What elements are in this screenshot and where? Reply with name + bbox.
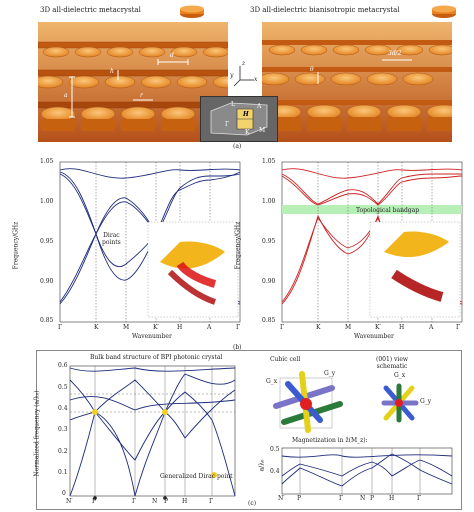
bpi-xtick-0: N′	[66, 498, 73, 505]
bz-M-label: M	[259, 127, 266, 134]
dim-label-h: h	[110, 68, 114, 75]
bz-H-label: H	[243, 111, 249, 118]
mag-xtick-6: Γ	[417, 495, 422, 502]
left-xtick-1: K	[94, 324, 99, 331]
right-metacrystal-title: 3D all-dielectric bianisotropic metacrys…	[250, 6, 400, 14]
axis-z-label: z	[242, 60, 246, 67]
view-schematic-diagram: G_x G_y	[374, 372, 444, 428]
right-xlabel: Wavenumber	[354, 333, 394, 340]
left-metacrystal-title: 3D all-dielectric metacrystal	[40, 6, 141, 14]
left-ytick-4: 0.85	[40, 317, 54, 324]
right-xtick-0: Γ	[280, 324, 285, 331]
mag-ytick-1: 0.4	[270, 468, 280, 475]
left-xlabel: Wavenumber	[132, 333, 172, 340]
left-xtick-0: Γ	[58, 324, 63, 331]
bz-gamma-label: Γ	[225, 121, 230, 128]
left-disk-icon	[178, 4, 206, 18]
left-xtick-6: Γ	[236, 324, 241, 331]
right-xtick-5: A	[429, 324, 434, 331]
right-ytick-2: 0.95	[262, 238, 276, 245]
dirac-annotation: Dirac points	[102, 232, 121, 246]
mag-xtick-5: H	[389, 495, 395, 502]
bz-A-label: A	[257, 103, 262, 110]
right-xtick-2: M	[345, 324, 352, 331]
mag-xtick-4: P	[370, 495, 375, 502]
bpi-ytick-0: 0.6	[58, 362, 68, 369]
right-ytick-4: 0.85	[262, 317, 276, 324]
left-ytick-2: 0.95	[40, 238, 54, 245]
right-xtick-4: H	[399, 324, 405, 331]
band-plot-right: Frequency/GHz 1.05 1.00 0.95 0.90 0.85 Γ…	[234, 152, 469, 342]
bpi-xtick-5: H	[182, 498, 188, 505]
brillouin-zone-inset: L A H Γ K M	[200, 96, 278, 142]
band-plot-left: Frequency/GHz 1.05 1.00 0.95 0.90 0.85 Γ…	[12, 152, 245, 342]
bpi-xtick-6: Γ	[209, 498, 214, 505]
dirac-legend: Generalized Dirac point	[160, 473, 233, 480]
mag-xtick-2: Γ	[339, 495, 344, 502]
mag-xtick-3: N	[360, 495, 366, 502]
magnetization-label: Magnetization in ẑ(M_z):	[292, 437, 368, 444]
magnetization-band-plot: a/λ₀ 0.5 0.4 N′ P Γ N P H Γ	[258, 446, 456, 506]
panel-b-label: (b)	[233, 344, 242, 351]
left-xtick-2: M	[123, 324, 130, 331]
left-ytick-3: 0.90	[40, 278, 54, 285]
bpi-band-plot: Normalized frequency (a/λ₀) 0.6 0.5 0.4 …	[34, 360, 240, 508]
bz-K-label: K	[245, 129, 250, 136]
cube-gx: G_x	[266, 378, 278, 385]
dim-label-r: r	[140, 92, 143, 99]
right-xtick-1: K	[316, 324, 321, 331]
left-ylabel: Frequency/GHz	[12, 221, 20, 270]
bpi-ytick-2: 0.4	[58, 405, 68, 412]
view-gx: G_x	[394, 372, 406, 379]
cubic-cell-label: Cubic cell	[270, 356, 301, 363]
view-gy: G_y	[420, 398, 432, 405]
bpi-ytick-1: 0.5	[58, 384, 68, 391]
bpi-xtick-1: P	[92, 498, 97, 505]
bpi-ytick-4: 0.2	[58, 448, 68, 455]
left-xtick-5: A	[207, 324, 212, 331]
bandgap-label: Topological bandgap	[356, 207, 420, 214]
cubic-cell-diagram: G_x G_y	[262, 364, 352, 436]
bz-L-label: L	[231, 101, 235, 108]
right-xtick-3: K′	[375, 324, 381, 331]
dim-label-3d2: 3d/2	[388, 50, 402, 57]
right-ytick-1: 1.00	[262, 198, 276, 205]
dim-label-a: a	[64, 92, 68, 99]
bpi-ytick-6: 0	[62, 490, 66, 497]
right-xtick-6: Γ	[456, 324, 461, 331]
bpi-ylabel: Normalized frequency (a/λ₀)	[33, 390, 41, 477]
bpi-xtick-2: Γ	[132, 498, 137, 505]
panel-a-label: (a)	[233, 143, 242, 150]
right-ylabel: Frequency/GHz	[234, 221, 242, 270]
bpi-xtick-3: N	[152, 498, 158, 505]
mag-ylabel: a/λ₀	[258, 459, 266, 472]
axis-triad: y x z	[230, 60, 260, 90]
left-xtick-4: H	[177, 324, 183, 331]
panel-c-label: (c)	[248, 500, 257, 507]
right-ytick-3: 0.90	[262, 278, 276, 285]
bpi-ytick-5: 0.1	[58, 469, 68, 476]
mag-xtick-1: P	[297, 495, 302, 502]
axis-x-label: x	[254, 76, 258, 83]
left-ytick-1: 1.00	[40, 198, 54, 205]
right-ytick-0: 1.05	[262, 158, 276, 165]
bpi-title: Bulk band structure of BPI photonic crys…	[90, 354, 223, 361]
mag-xtick-0: N′	[278, 495, 285, 502]
bpi-xtick-4: P	[164, 498, 169, 505]
dim-label-d: d	[170, 52, 174, 59]
panel-c-frame	[36, 350, 462, 510]
right-disk-icon	[430, 4, 458, 18]
mag-ytick-0: 0.5	[270, 446, 280, 453]
bpi-ytick-3: 0.3	[58, 426, 68, 433]
left-xtick-3: K′	[153, 324, 159, 331]
dim-label-theta: θ	[310, 66, 314, 73]
left-ytick-0: 1.05	[40, 158, 54, 165]
cube-gy: G_y	[324, 370, 336, 377]
right-metacrystal-image: θ 3d/2	[258, 22, 462, 142]
axis-y-label: y	[230, 72, 234, 79]
view-schematic-label: (001) view schematic	[376, 356, 409, 370]
